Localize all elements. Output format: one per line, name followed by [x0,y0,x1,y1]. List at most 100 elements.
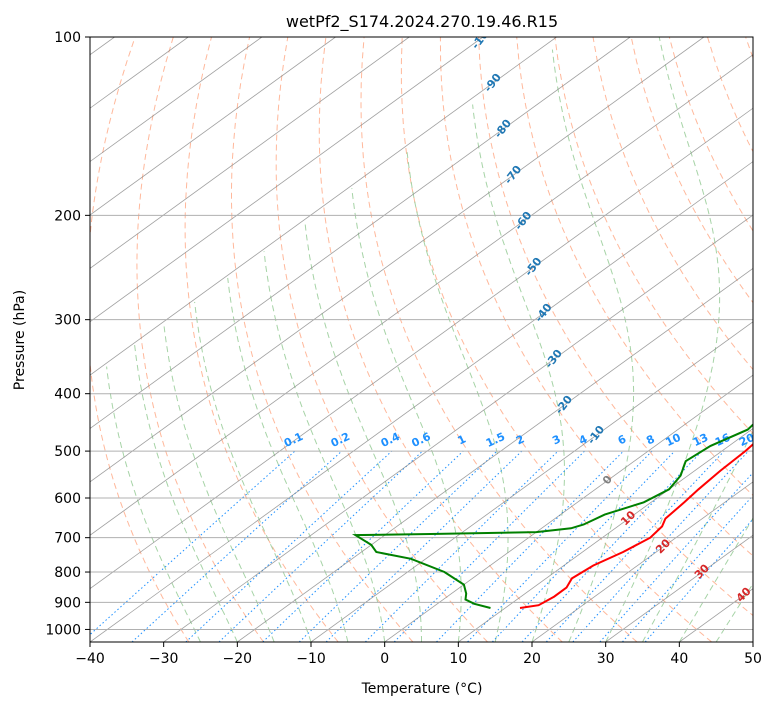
moist-adiabat-line [406,149,509,642]
mixing-ratio-line [622,494,753,642]
isopleth-labels: -100-90-80-70-60-50-40-30-20-1000.1 0.2 0.… [282,37,775,605]
isotherm-line [531,481,753,642]
mixing-ratio-label: 0.1 [282,430,305,450]
dry-adiabat-line [668,37,753,232]
isotherm-line [90,161,753,642]
moist-adiabat-line [106,366,201,642]
dry-adiabat-line [318,37,563,642]
dry-adiabat-line [231,37,414,642]
dry-adiabat-line [360,37,638,642]
mixing-ratio-line [364,450,559,642]
pressure-gridlines [90,37,753,630]
isotherm-label: -90 [481,71,504,95]
mixing-ratio-line [298,450,498,642]
isotherm-line [90,37,484,323]
mixing-ratio-line [545,450,725,642]
mixing-ratio-line [185,450,393,642]
mixing-ratio-line [572,450,749,642]
isotherm-line [679,588,753,642]
isotherm-line [90,37,410,269]
isotherm-line [90,37,336,216]
mixing-ratio-line [467,450,653,642]
x-axis: −40 −30 −20 −10 0 10 20 30 40 50 [75,642,762,667]
x-tick-label: 40 [670,651,688,667]
isotherm-line [90,37,557,376]
moist-adiabat-line [678,517,753,642]
isotherm-label: -30 [542,347,565,371]
dry-adiabat-line [592,37,753,371]
mixing-ratio-label: 8 [644,432,656,447]
moist-adiabat-line [304,221,422,642]
x-tick-label: −30 [149,651,179,667]
isotherm-line [458,427,753,642]
mixing-ratio-label: 1 [456,432,468,447]
isotherm-line [90,37,263,163]
mixing-ratio-line [393,450,585,642]
isotherm-label: -80 [492,117,515,141]
isotherm-line [90,37,705,483]
mixing-ratio-line [599,472,753,642]
moist-adiabat-line [351,188,462,642]
mixing-ratio-label: 6 [616,432,629,447]
moist-adiabat-line [227,277,349,642]
y-axis: 100 200 300 400 500 600 700 800 900 1000 [45,30,90,638]
chart-title: wetPf2_S174.2024.270.19.46.R15 [286,12,558,32]
isotherm-line [90,37,631,429]
moist-adiabat-line [642,429,753,642]
plot-frame [89,36,754,643]
mixing-ratio-label: 25 [762,431,775,449]
y-tick-label: 800 [54,565,81,581]
x-axis-title: Temperature (°C) [361,681,483,697]
mixing-ratio-label: 1.5 [484,430,507,450]
isotherm-line [384,374,753,642]
x-tick-label: 20 [523,651,541,667]
mixing-ratio-line [491,450,676,642]
dry-adiabat-line [554,37,753,435]
moist-adiabat-line [134,344,238,642]
dewpoint-profile [351,423,753,609]
dry-adiabat-label: 20 [653,536,673,556]
isotherm-line [752,641,753,642]
x-tick-label: −20 [223,651,253,667]
mixing-ratio-line [262,450,464,642]
y-tick-label: 900 [54,595,81,611]
isotherm-line [90,54,753,536]
y-tick-label: 500 [54,444,81,460]
x-tick-label: 50 [744,651,762,667]
isotherm-line [163,214,753,642]
moist-adiabat-line [551,49,635,642]
moist-adiabat-line [163,323,275,642]
dry-adiabat-line [745,37,753,60]
mixing-ratio-label: 0.6 [410,430,433,450]
profiles [351,423,753,609]
x-tick-label: 30 [597,651,615,667]
isotherm-label: -40 [532,301,555,325]
dry-adiabat-line [90,37,190,642]
mixing-ratio-line [521,450,703,642]
mixing-ratio-label: 0.2 [329,430,352,450]
isotherm-line [605,534,753,642]
mixing-ratio-label: 13 [691,431,710,449]
mixing-ratio-line [131,450,343,642]
dry-adiabat-label: 10 [618,508,638,528]
mixing-ratio-label: 0.4 [379,430,402,450]
isotherm-label: -70 [502,163,525,187]
mixing-ratio-label: 3 [550,432,562,447]
dry-adiabat-line [136,37,264,642]
y-tick-label: 400 [54,387,81,403]
isotherm-line [90,107,753,590]
x-tick-label: 0 [380,651,389,667]
isotherm-line [237,267,753,642]
y-tick-label: 700 [54,531,81,547]
x-tick-label: −10 [296,651,326,667]
temperature-profile [519,443,753,609]
dry-adiabat-line [516,37,753,497]
moist-adiabat-line [605,37,721,642]
isotherm-line [90,37,189,109]
y-tick-label: 1000 [45,622,81,638]
y-tick-label: 200 [54,208,81,224]
mixing-ratio-label: 10 [664,431,684,449]
mixing-ratio-line [90,450,296,636]
y-tick-label: 600 [54,491,81,507]
